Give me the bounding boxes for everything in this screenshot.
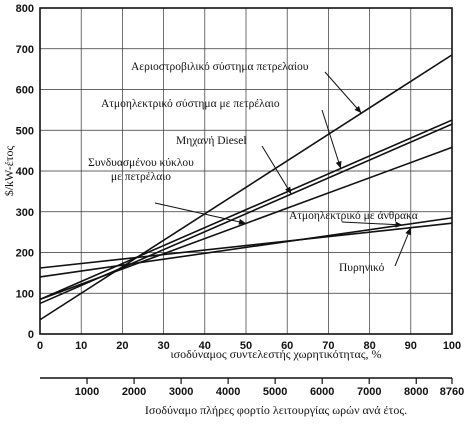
annotation-leader xyxy=(324,71,362,114)
y-tick-label: 0 xyxy=(28,329,34,341)
secondary-x-axis: 1000 2000 3000 4000 5000 6000 7000 8000 8760 xyxy=(40,377,464,398)
y-tick-label: 300 xyxy=(16,207,34,219)
secondary-tick-label: 3000 xyxy=(169,386,193,398)
y-tick-labels: 0 100 200 300 400 500 600 700 800 xyxy=(16,3,34,341)
annotation-leader xyxy=(154,202,247,224)
secondary-tick-label: 8760 xyxy=(440,386,464,398)
annotation-arrowhead xyxy=(238,218,246,225)
x-tick-label: 10 xyxy=(75,340,87,352)
series-annotation: Ατμοηλεκτρικό σύστημα με πετρέλαιο xyxy=(101,98,280,110)
series-annotation: Πυρηνικό xyxy=(339,262,385,274)
x-tick-label: 20 xyxy=(116,340,128,352)
y-axis-label: $/kW-έτος xyxy=(2,145,16,196)
x-tick-label: 50 xyxy=(240,340,252,352)
series-line-1 xyxy=(39,54,453,321)
series-annotation: Αεριοστροβιλικό σύστημα πετρελαίου xyxy=(131,61,309,73)
annotation-leader xyxy=(341,221,403,226)
annotation-arrowhead xyxy=(354,105,362,114)
x-tick-label: 80 xyxy=(363,340,375,352)
x-tick-label: 90 xyxy=(405,340,417,352)
annotation-leader xyxy=(321,109,342,169)
x-tick-label: 100 xyxy=(443,340,461,352)
y-tick-label: 600 xyxy=(16,85,34,97)
y-tick-label: 200 xyxy=(16,248,34,260)
secondary-tick-label: 2000 xyxy=(122,386,146,398)
series-annotations: Αεριοστροβιλικό σύστημα πετρελαίου Ατμοηλ… xyxy=(88,61,418,274)
series-annotation: Ατμοηλεκτρικό με άνθρακα xyxy=(289,210,418,222)
annotation-leaders xyxy=(154,71,412,267)
secondary-tick-label: 6000 xyxy=(310,386,334,398)
x-tick-label: 30 xyxy=(157,340,169,352)
series-lines xyxy=(39,54,453,321)
annotation-leader xyxy=(261,145,292,195)
series-annotation: Συνδυασμένου κύκλου με πετρέλαιο xyxy=(88,157,194,183)
series-line-5 xyxy=(39,217,453,278)
annotation-arrowhead xyxy=(405,227,411,236)
x-tick-labels: 0 10 20 30 40 50 60 70 80 90 100 xyxy=(37,340,461,352)
y-tick-label: 100 xyxy=(16,288,34,300)
secondary-tick-label: 5000 xyxy=(263,386,287,398)
annotation-arrowhead xyxy=(335,160,342,169)
annotation-arrowhead xyxy=(395,221,403,228)
x-tick-label: 0 xyxy=(37,340,43,352)
x-axis-label: ισοδύναμος συντελεστής χωρητικότητας, % xyxy=(170,347,381,361)
y-tick-label: 800 xyxy=(16,3,34,15)
x-tick-label: 60 xyxy=(281,340,293,352)
y-tick-label: 500 xyxy=(16,125,34,137)
secondary-x-axis-label: Ισοδύναμο πλήρες φορτίο λειτουργίας ωρών… xyxy=(145,403,407,417)
annotation-arrowhead xyxy=(285,186,292,195)
secondary-tick-label: 7000 xyxy=(357,386,381,398)
secondary-tick-label: 8000 xyxy=(404,386,428,398)
y-tick-label: 400 xyxy=(16,166,34,178)
series-annotation: Μηχανή Diesel xyxy=(176,135,247,147)
y-tick-label: 700 xyxy=(16,44,34,56)
secondary-tick-label: 1000 xyxy=(75,386,99,398)
plot-frame xyxy=(39,7,453,335)
secondary-tick-label: 4000 xyxy=(216,386,240,398)
x-tick-label: 70 xyxy=(322,340,334,352)
series-line-2 xyxy=(39,119,453,301)
series-line-6 xyxy=(39,222,453,269)
x-tick-label: 40 xyxy=(199,340,211,352)
